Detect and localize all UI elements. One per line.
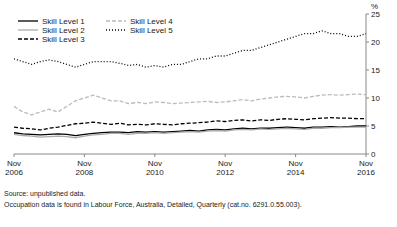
source-note: Source: unpublished data. [4, 190, 85, 198]
y-tick-label: 20 [371, 38, 380, 47]
y-tick-label: 0 [371, 150, 376, 159]
series-line [14, 94, 366, 115]
x-tick [366, 154, 367, 157]
x-tick-label: Nov2012 [216, 159, 234, 177]
x-axis-line [14, 154, 366, 155]
plot-area [14, 31, 366, 138]
series-line [14, 31, 366, 67]
y-tick [366, 14, 369, 15]
series-line [14, 127, 366, 138]
series-line [14, 118, 366, 130]
x-tick-label: Nov2014 [287, 159, 305, 177]
legend-swatch [106, 29, 126, 30]
legend-swatch [106, 20, 126, 21]
y-axis-line [366, 14, 367, 154]
y-tick [366, 126, 369, 127]
x-tick [225, 154, 226, 157]
legend-label: Skill Level 2 [42, 26, 85, 35]
x-tick-label: Nov2016 [357, 159, 375, 177]
x-tick [84, 154, 85, 157]
y-tick-label: 10 [371, 94, 380, 103]
legend-label: Skill Level 3 [42, 35, 85, 44]
series-line [14, 126, 366, 136]
legend-swatch [18, 20, 38, 21]
source-note: Occupation data is found in Labour Force… [4, 201, 302, 209]
y-tick-label: 25 [371, 10, 380, 19]
chart: 0 5 10 15 20 25% Nov2006 Nov2008 Nov2010 Nov2012 N… [0, 0, 397, 227]
y-tick-label: 5 [371, 122, 376, 131]
y-axis-label: % [371, 2, 378, 11]
x-tick [295, 154, 296, 157]
legend-swatch [18, 29, 38, 30]
x-tick-label: Nov2006 [5, 159, 23, 177]
legend-swatch [18, 38, 38, 39]
x-tick-label: Nov2008 [76, 159, 94, 177]
y-tick [366, 42, 369, 43]
x-tick [14, 154, 15, 157]
legend-label: Skill Level 1 [42, 17, 85, 26]
legend: Skill Level 1Skill Level 2Skill Level 3 S… [18, 17, 173, 44]
y-tick-label: 15 [371, 66, 380, 75]
x-tick-label: Nov2010 [146, 159, 164, 177]
legend-label: Skill Level 5 [130, 26, 173, 35]
y-tick [366, 70, 369, 71]
y-tick [366, 98, 369, 99]
x-tick [154, 154, 155, 157]
legend-label: Skill Level 4 [130, 17, 173, 26]
